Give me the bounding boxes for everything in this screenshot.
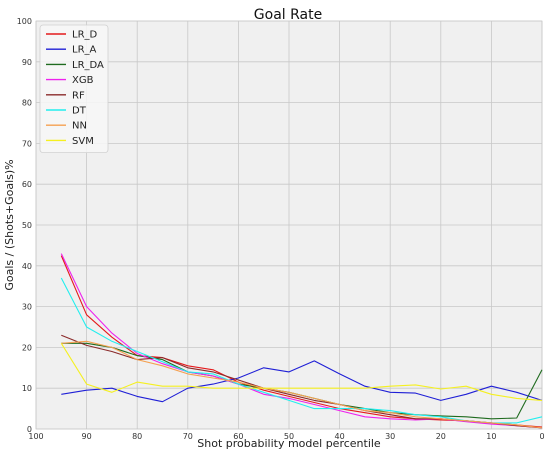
x-tick-label: 30: [385, 432, 395, 441]
x-axis-label: Shot probability model percentile: [197, 437, 381, 450]
legend-label: RF: [72, 90, 85, 101]
series-lines: [60, 253, 543, 429]
legend-label: LR_A: [72, 45, 97, 56]
x-axis-ticks: 100 90 80 70 60 50 40 30 20 10 0: [28, 432, 544, 441]
x-tick-label: 0: [539, 432, 544, 441]
y-tick-label: 80: [22, 99, 32, 108]
x-tick-label: 80: [132, 432, 142, 441]
y-axis-ticks: 0 10 20 30 40 50 60 70 80 90 100: [17, 17, 32, 434]
series-line-lr-a: [61, 360, 543, 403]
x-tick-label: 100: [28, 432, 43, 441]
legend-label: NN: [72, 121, 87, 132]
grid-lines: [35, 20, 543, 430]
y-tick-label: 90: [22, 58, 32, 67]
y-tick-label: 60: [22, 180, 32, 189]
x-tick-label: 40: [335, 432, 345, 441]
y-tick-label: 100: [17, 17, 32, 26]
y-tick-label: 20: [22, 343, 32, 352]
legend-label: LR_D: [72, 30, 98, 41]
y-tick-label: 50: [22, 221, 32, 230]
y-tick-label: 10: [22, 384, 32, 393]
x-tick-label: 60: [233, 432, 243, 441]
legend-box: [39, 24, 109, 153]
x-tick-label: 70: [183, 432, 193, 441]
series-line-xgb: [60, 253, 543, 429]
chart-title: Goal Rate: [254, 7, 322, 23]
x-tick-label: 50: [284, 432, 294, 441]
x-tick-label: 90: [82, 432, 92, 441]
series-line-svm: [60, 343, 543, 401]
y-tick-label: 30: [22, 303, 32, 312]
legend-label: XGB: [72, 75, 94, 86]
y-tick-label: 40: [22, 262, 32, 271]
y-tick-label: 70: [22, 139, 32, 148]
y-tick-label: 0: [27, 425, 32, 434]
x-tick-label: 20: [436, 432, 446, 441]
legend-label: SVM: [72, 136, 94, 147]
x-tick-label: 10: [486, 432, 496, 441]
series-line-nn: [61, 340, 543, 429]
legend-label: DT: [72, 106, 87, 117]
legend-label: LR_DA: [72, 60, 104, 71]
y-axis-label: Goals / (Shots+Goals)%: [3, 159, 16, 290]
legend: LR_D LR_A LR_DA XGB RF DT NN SVM: [39, 24, 109, 153]
